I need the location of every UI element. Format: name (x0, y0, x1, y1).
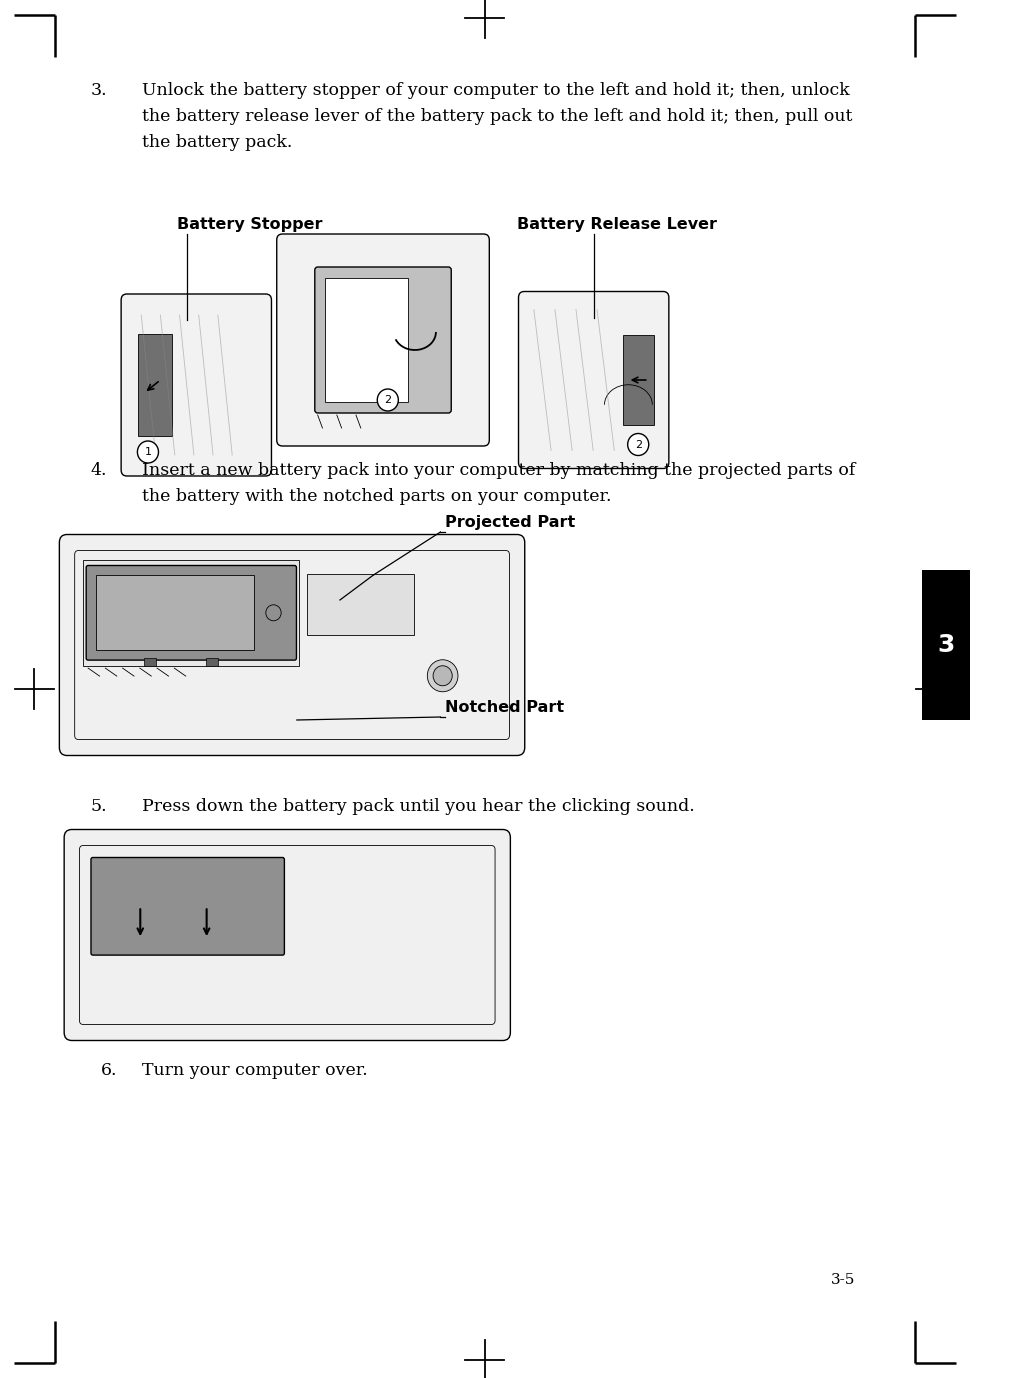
Text: 5.: 5. (91, 798, 107, 814)
Bar (139, 333, 172, 435)
FancyBboxPatch shape (91, 857, 285, 955)
FancyBboxPatch shape (519, 292, 669, 469)
Bar (96, 576, 254, 650)
Text: Battery Release Lever: Battery Release Lever (517, 216, 717, 232)
Bar (144, 659, 156, 666)
Bar (325, 278, 408, 402)
Text: the battery release lever of the battery pack to the left and hold it; then, pul: the battery release lever of the battery… (142, 107, 852, 125)
Text: Projected Part: Projected Part (446, 515, 575, 531)
FancyBboxPatch shape (64, 830, 511, 1040)
Bar (623, 335, 653, 426)
Text: 3.: 3. (91, 83, 107, 99)
FancyBboxPatch shape (60, 535, 525, 755)
Text: the battery with the notched parts on your computer.: the battery with the notched parts on yo… (142, 488, 611, 506)
Text: 3-5: 3-5 (831, 1273, 856, 1287)
Bar (83, 559, 299, 666)
Text: 4.: 4. (91, 462, 107, 480)
Text: the battery pack.: the battery pack. (142, 134, 292, 152)
Text: Notched Part: Notched Part (446, 700, 564, 715)
Circle shape (628, 434, 648, 456)
Text: 1: 1 (145, 446, 151, 457)
Text: Insert a new battery pack into your computer by matching the projected parts of: Insert a new battery pack into your comp… (142, 462, 855, 480)
Circle shape (377, 389, 398, 411)
Text: Press down the battery pack until you hear the clicking sound.: Press down the battery pack until you he… (142, 798, 695, 814)
Circle shape (138, 441, 158, 463)
FancyBboxPatch shape (315, 267, 451, 413)
FancyBboxPatch shape (122, 294, 271, 475)
Text: Unlock the battery stopper of your computer to the left and hold it; then, unloc: Unlock the battery stopper of your compu… (142, 83, 850, 99)
FancyBboxPatch shape (86, 565, 297, 660)
Circle shape (434, 666, 452, 686)
FancyBboxPatch shape (277, 234, 489, 446)
Text: 6.: 6. (100, 1062, 118, 1079)
Text: 2: 2 (384, 395, 391, 405)
Bar (307, 573, 413, 635)
Bar (922, 570, 970, 719)
Text: Battery Stopper: Battery Stopper (177, 216, 323, 232)
Circle shape (427, 660, 458, 692)
Bar (207, 659, 218, 666)
Text: 3: 3 (937, 633, 954, 657)
Text: Turn your computer over.: Turn your computer over. (142, 1062, 368, 1079)
Text: 2: 2 (635, 440, 642, 449)
